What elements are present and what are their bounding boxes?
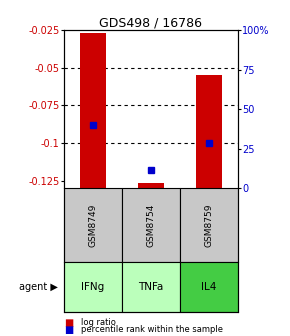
Text: log ratio: log ratio [81, 318, 116, 327]
Bar [64, 262, 122, 312]
Bar [80, 33, 106, 188]
Title: GDS498 / 16786: GDS498 / 16786 [99, 16, 202, 29]
Text: ■: ■ [64, 318, 73, 328]
Text: GSM8749: GSM8749 [88, 203, 97, 247]
Text: IL4: IL4 [201, 282, 217, 292]
Bar [122, 188, 180, 262]
Text: ■: ■ [64, 325, 73, 335]
Text: GSM8759: GSM8759 [204, 203, 213, 247]
Text: percentile rank within the sample: percentile rank within the sample [81, 326, 223, 334]
Text: TNFa: TNFa [138, 282, 164, 292]
Bar [180, 262, 238, 312]
Bar [64, 188, 122, 262]
Text: IFNg: IFNg [81, 282, 104, 292]
Bar [122, 262, 180, 312]
Bar [138, 183, 164, 188]
Bar [196, 75, 222, 188]
Bar [180, 188, 238, 262]
Text: agent ▶: agent ▶ [19, 282, 58, 292]
Text: GSM8754: GSM8754 [146, 203, 155, 247]
